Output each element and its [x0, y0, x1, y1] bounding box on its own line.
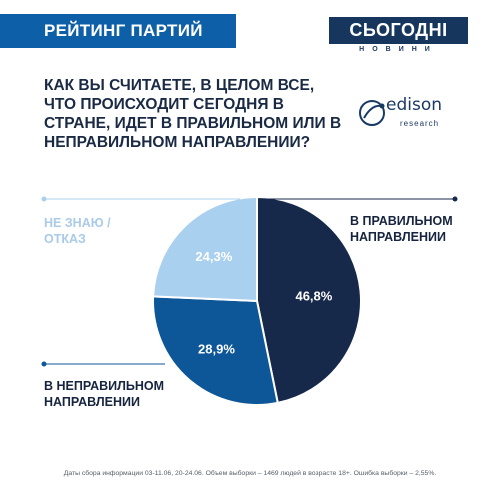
- pie-slice-dontknow: [152, 195, 258, 303]
- brand-logo: СЬОГОДНІ: [329, 17, 468, 44]
- legend-label-dontknow: НЕ ЗНАЮ / ОТКАЗ: [44, 216, 111, 246]
- pie-value-right: 46,8%: [295, 288, 332, 303]
- edison-logo-text: edison: [386, 95, 443, 115]
- pie-slice-wrong: [152, 295, 279, 406]
- leader-dot-dontknow: [41, 196, 47, 202]
- edison-logo-icon: [359, 100, 385, 126]
- pie-value-dontknow: 24,3%: [195, 249, 232, 264]
- leader-dot-right: [452, 196, 458, 202]
- survey-question: КАК ВЫ СЧИТАЕТЕ, В ЦЕЛОМ ВСЕ, ЧТО ПРОИСХ…: [44, 77, 342, 151]
- legend-label-right: В ПРАВИЛЬНОМ НАПРАВЛЕНИИ: [350, 214, 453, 244]
- pie-value-wrong: 28,9%: [198, 341, 235, 356]
- header-band: [0, 14, 236, 48]
- legend-label-wrong: В НЕПРАВИЛЬНОМ НАПРАВЛЕНИИ: [44, 379, 165, 409]
- brand-subtitle: НОВИНИ: [359, 46, 438, 53]
- pie-slice-right: [256, 195, 362, 405]
- edison-logo-sub: research: [400, 119, 440, 128]
- page-title: РЕЙТИНГ ПАРТИЙ: [44, 21, 203, 40]
- leader-dot-wrong: [41, 361, 47, 367]
- footnote: Даты сбора информации 03-11.06, 20-24.06…: [63, 470, 437, 477]
